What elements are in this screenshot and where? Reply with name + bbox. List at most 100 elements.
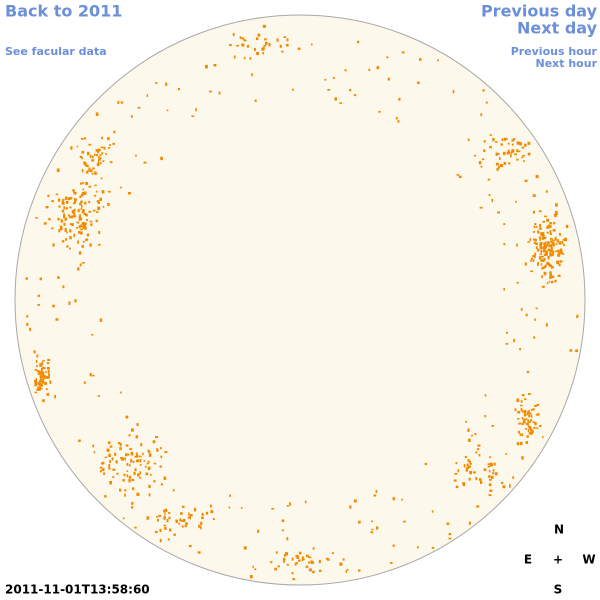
- facula: [74, 299, 77, 303]
- facula: [78, 251, 82, 255]
- facula: [560, 248, 563, 252]
- facula: [546, 231, 549, 234]
- facula: [552, 239, 556, 242]
- facula: [283, 36, 287, 39]
- facula: [489, 134, 492, 137]
- facula: [555, 203, 558, 207]
- facula: [533, 231, 536, 233]
- facula: [526, 435, 529, 438]
- facula: [488, 194, 491, 197]
- facula: [67, 197, 71, 201]
- next-day-link[interactable]: Next day: [517, 19, 598, 38]
- facula: [533, 336, 536, 339]
- facula: [503, 162, 507, 165]
- facula: [122, 517, 125, 520]
- facula: [507, 149, 510, 152]
- facula: [378, 110, 381, 113]
- facula: [543, 247, 547, 250]
- facula: [488, 494, 492, 497]
- facula: [84, 201, 87, 205]
- facula: [489, 456, 492, 459]
- facula: [119, 488, 122, 492]
- facula: [69, 236, 72, 240]
- facula: [494, 472, 498, 476]
- next-hour-link[interactable]: Next hour: [536, 57, 598, 70]
- facula: [251, 73, 253, 77]
- facula: [540, 232, 544, 236]
- facula: [210, 504, 212, 508]
- facula: [308, 561, 311, 564]
- facula: [358, 569, 361, 572]
- facula: [465, 469, 468, 472]
- facula: [102, 461, 105, 465]
- facula: [541, 275, 544, 279]
- facula: [167, 512, 171, 514]
- facula: [71, 210, 75, 214]
- facula: [83, 161, 86, 165]
- facula: [63, 222, 66, 226]
- facula: [93, 153, 96, 157]
- facula: [455, 485, 459, 489]
- facula: [91, 160, 95, 162]
- facula: [139, 471, 142, 475]
- facula: [113, 130, 116, 134]
- facula: [85, 238, 89, 241]
- facula: [319, 569, 322, 573]
- facular-data-link[interactable]: See facular data: [5, 45, 107, 58]
- facula: [80, 138, 84, 140]
- facula: [431, 546, 435, 549]
- facula: [128, 434, 131, 437]
- facula: [108, 464, 111, 468]
- facula: [209, 90, 212, 93]
- facula: [539, 256, 542, 260]
- facula: [107, 441, 111, 445]
- facula: [101, 190, 105, 194]
- facula: [164, 513, 166, 516]
- facula: [503, 137, 507, 141]
- facula: [49, 380, 52, 384]
- facula: [43, 222, 47, 225]
- facula: [514, 408, 517, 412]
- facula: [488, 483, 492, 487]
- facula: [517, 150, 521, 153]
- facula: [44, 381, 47, 385]
- facula: [112, 142, 115, 145]
- facula: [295, 562, 298, 565]
- facula: [85, 164, 89, 168]
- facula: [552, 250, 555, 254]
- facula: [542, 246, 546, 250]
- previous-day-link[interactable]: Previous day: [481, 2, 598, 21]
- facula: [534, 318, 536, 321]
- facula: [522, 418, 526, 421]
- facula: [556, 260, 560, 264]
- facula: [108, 190, 111, 193]
- facula: [495, 162, 499, 166]
- facula: [519, 441, 523, 446]
- facula: [82, 240, 85, 243]
- facula: [562, 253, 565, 255]
- facula: [154, 530, 158, 534]
- facula: [503, 288, 505, 291]
- facula: [40, 379, 43, 382]
- facula: [511, 139, 515, 142]
- facula: [476, 448, 480, 451]
- facula: [136, 459, 139, 463]
- facula: [80, 182, 83, 185]
- facula: [182, 505, 185, 508]
- facula: [522, 420, 526, 424]
- previous-hour-link[interactable]: Previous hour: [511, 45, 598, 58]
- facula: [306, 555, 309, 557]
- facula: [556, 239, 559, 243]
- back-link[interactable]: Back to 2011: [5, 2, 122, 21]
- facula: [131, 506, 134, 509]
- facula: [147, 460, 150, 464]
- facula: [488, 469, 491, 473]
- facula: [156, 449, 159, 452]
- facula: [107, 202, 110, 206]
- facula: [557, 249, 560, 252]
- facula: [47, 377, 50, 379]
- facula: [312, 570, 315, 574]
- facula: [401, 498, 403, 501]
- facula: [188, 545, 192, 548]
- facula: [491, 198, 494, 203]
